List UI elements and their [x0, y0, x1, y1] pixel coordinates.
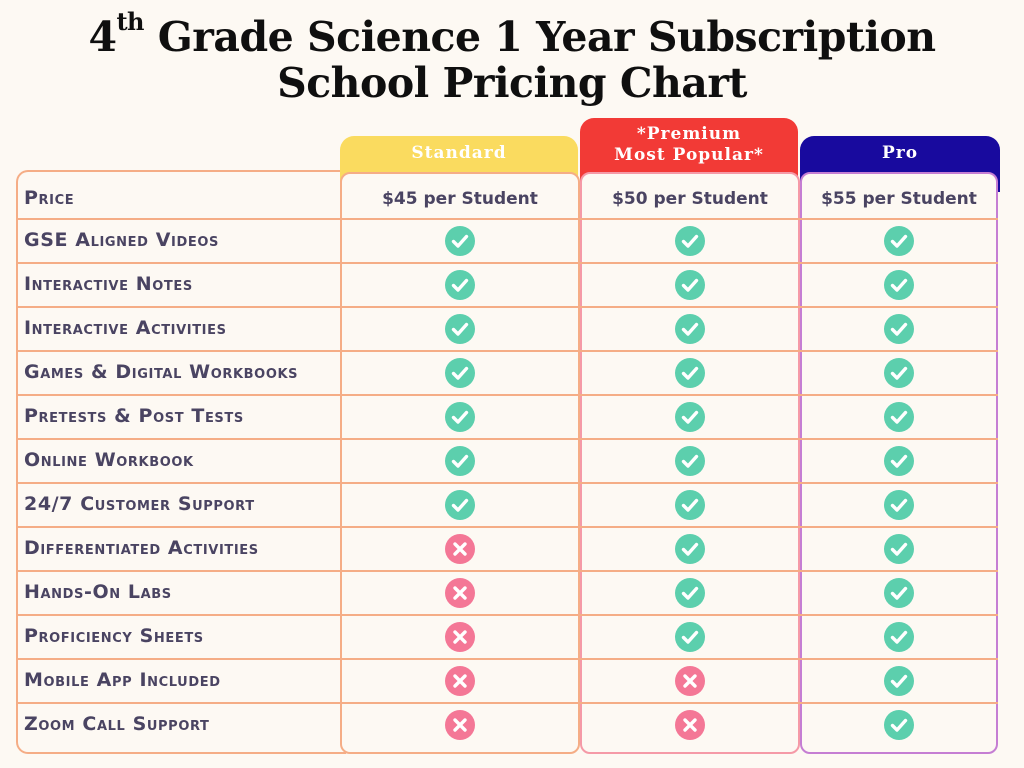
feature-label: Hands-On Labs — [24, 581, 172, 603]
row-divider — [16, 438, 998, 440]
check-icon — [675, 402, 705, 432]
row-divider — [16, 482, 998, 484]
row-divider — [16, 262, 998, 264]
check-icon — [675, 270, 705, 300]
check-icon — [675, 622, 705, 652]
feature-label: Proficiency Sheets — [24, 625, 204, 647]
check-icon — [884, 446, 914, 476]
check-icon — [884, 666, 914, 696]
feature-label: Differentiated Activities — [24, 537, 259, 559]
check-icon — [675, 578, 705, 608]
plan-price-premium: $50 per Student — [612, 189, 768, 209]
row-divider — [16, 614, 998, 616]
check-icon — [884, 270, 914, 300]
check-icon — [445, 314, 475, 344]
feature-label: Mobile App Included — [24, 669, 221, 691]
feature-label: Interactive Notes — [24, 273, 193, 295]
row-divider — [16, 570, 998, 572]
check-icon — [884, 534, 914, 564]
check-icon — [884, 402, 914, 432]
plan-price-pro: $55 per Student — [821, 189, 977, 209]
x-icon — [675, 666, 705, 696]
x-icon — [675, 710, 705, 740]
feature-label: Online Workbook — [24, 449, 194, 471]
title-grade-number: 4 — [88, 13, 117, 61]
row-divider — [16, 218, 998, 220]
check-icon — [884, 710, 914, 740]
check-icon — [675, 446, 705, 476]
check-icon — [675, 490, 705, 520]
row-divider — [16, 306, 998, 308]
feature-label-price: Price — [24, 187, 75, 209]
feature-label: Interactive Activities — [24, 317, 227, 339]
x-icon — [445, 710, 475, 740]
title-line-1-text: Grade Science 1 Year Subscription — [144, 13, 936, 61]
row-divider — [16, 526, 998, 528]
check-icon — [884, 226, 914, 256]
check-icon — [675, 358, 705, 388]
row-divider — [16, 350, 998, 352]
title-ordinal-suffix: th — [116, 7, 145, 36]
check-icon — [445, 446, 475, 476]
plan-name-premium: *Premium — [636, 124, 742, 144]
title-line-1: 4th Grade Science 1 Year Subscription — [0, 10, 1024, 61]
x-icon — [445, 666, 475, 696]
page-title: 4th Grade Science 1 Year Subscription Sc… — [0, 10, 1024, 107]
row-divider — [16, 394, 998, 396]
plan-name-line2-premium: Most Popular* — [614, 145, 764, 165]
check-icon — [884, 490, 914, 520]
feature-label: Pretests & Post Tests — [24, 405, 244, 427]
check-icon — [884, 358, 914, 388]
check-icon — [445, 358, 475, 388]
x-icon — [445, 622, 475, 652]
row-divider — [16, 702, 998, 704]
title-line-2: School Pricing Chart — [277, 59, 747, 107]
check-icon — [445, 490, 475, 520]
features-column — [16, 170, 346, 754]
check-icon — [884, 578, 914, 608]
plan-name-pro: Pro — [881, 143, 919, 163]
feature-label: Games & Digital Workbooks — [24, 361, 299, 383]
x-icon — [445, 534, 475, 564]
row-divider — [16, 658, 998, 660]
feature-label: GSE Aligned Videos — [24, 229, 219, 251]
check-icon — [675, 226, 705, 256]
check-icon — [675, 314, 705, 344]
check-icon — [675, 534, 705, 564]
feature-label: 24/7 Customer Support — [24, 493, 255, 515]
x-icon — [445, 578, 475, 608]
plan-name-standard: Standard — [411, 143, 507, 163]
plan-price-standard: $45 per Student — [382, 189, 538, 209]
check-icon — [884, 622, 914, 652]
feature-label: Zoom Call Support — [24, 713, 210, 735]
check-icon — [884, 314, 914, 344]
check-icon — [445, 402, 475, 432]
check-icon — [445, 270, 475, 300]
check-icon — [445, 226, 475, 256]
